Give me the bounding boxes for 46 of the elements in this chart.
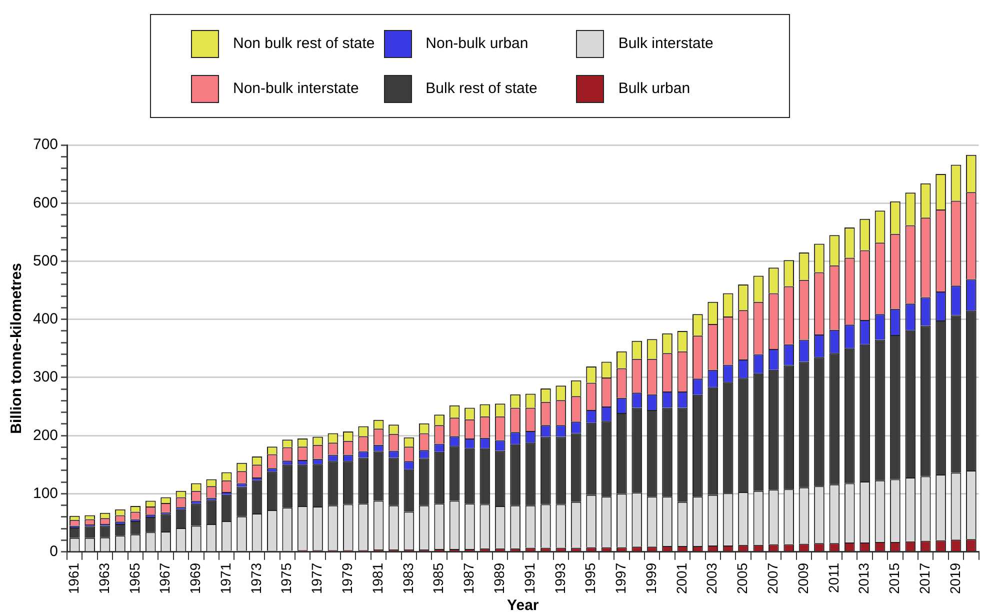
x-tick-label: 1981 — [369, 562, 386, 594]
legend-label: Non bulk rest of state — [233, 35, 375, 52]
x-tick-label: 1995 — [582, 562, 598, 594]
x-tick-label: 2001 — [673, 562, 690, 594]
x-tick-label: 1977 — [308, 562, 325, 594]
x-tick-label: 2003 — [704, 562, 720, 594]
y-tick-label: 700 — [32, 136, 58, 154]
legend-label: Bulk interstate — [618, 35, 714, 52]
x-tick-label: 1997 — [612, 562, 629, 594]
x-tick-label: 1963 — [96, 562, 112, 594]
y-tick-label: 300 — [32, 368, 58, 386]
x-tick-label: 2017 — [916, 562, 932, 594]
x-tick-label: 1973 — [248, 562, 264, 594]
x-tick-label: 2009 — [794, 562, 811, 594]
y-tick-label: 600 — [32, 194, 58, 212]
x-tick-label: 1985 — [430, 562, 446, 594]
y-axis-title: Billion tonne-kilometres — [8, 263, 26, 434]
x-tick-label: 1961 — [65, 562, 82, 594]
x-tick-label: 1965 — [126, 562, 142, 594]
legend-label: Non-bulk urban — [426, 35, 528, 52]
x-tick-label: 1969 — [187, 562, 204, 594]
x-axis-title: Year — [507, 597, 539, 614]
x-tick-label: 2013 — [856, 562, 872, 594]
x-tick-label: 1989 — [490, 562, 507, 594]
x-tick-label: 2019 — [946, 562, 963, 594]
x-tick-label: 1999 — [642, 562, 659, 594]
legend-label: Bulk rest of state — [426, 80, 538, 97]
legend-label: Non-bulk interstate — [233, 80, 359, 97]
x-tick-label: 1983 — [400, 562, 416, 594]
x-tick-label: 1993 — [552, 562, 568, 594]
x-tick-label: 2005 — [734, 562, 750, 594]
y-tick-label: 0 — [50, 542, 58, 560]
x-tick-label: 1979 — [339, 562, 356, 594]
y-tick-label: 400 — [32, 310, 58, 328]
y-tick-label: 200 — [32, 426, 58, 444]
x-tick-label: 2015 — [886, 562, 902, 594]
x-tick-label: 1975 — [278, 562, 294, 594]
x-tick-label: 1991 — [521, 562, 538, 594]
x-tick-label: 1967 — [156, 562, 173, 594]
x-tick-label: 2011 — [825, 562, 842, 593]
x-tick-label: 1971 — [217, 562, 234, 594]
x-tick-label: 1987 — [460, 562, 477, 594]
legend-label: Bulk urban — [618, 80, 690, 97]
x-tick-label: 2007 — [764, 562, 780, 594]
y-tick-label: 100 — [32, 484, 58, 502]
y-tick-label: 500 — [32, 252, 58, 270]
